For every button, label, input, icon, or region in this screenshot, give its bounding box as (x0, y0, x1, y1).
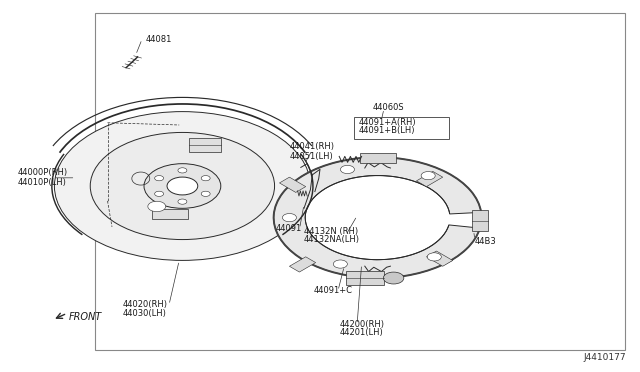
Bar (426, 251, 452, 266)
Circle shape (201, 191, 210, 196)
Circle shape (383, 272, 404, 284)
Circle shape (178, 168, 187, 173)
Circle shape (155, 176, 164, 181)
Bar (152, 209, 188, 219)
Circle shape (167, 177, 198, 195)
Text: FRONT: FRONT (69, 312, 102, 322)
Text: 44020(RH): 44020(RH) (123, 300, 168, 309)
Text: 44B3: 44B3 (475, 237, 497, 246)
Bar (417, 171, 443, 187)
Text: 44132N (RH): 44132N (RH) (304, 227, 358, 236)
Text: 44030(LH): 44030(LH) (123, 309, 167, 318)
Text: 44010P(LH): 44010P(LH) (18, 178, 67, 187)
Text: 44091: 44091 (275, 224, 301, 233)
Bar (189, 138, 221, 152)
Circle shape (178, 199, 187, 204)
Bar (360, 153, 396, 164)
Bar (354, 117, 449, 139)
Circle shape (282, 214, 296, 222)
Bar (280, 177, 306, 192)
Circle shape (340, 166, 355, 174)
Text: 44081: 44081 (146, 35, 172, 44)
Text: 44051(LH): 44051(LH) (289, 152, 333, 161)
Bar (95, 13, 625, 350)
Circle shape (155, 191, 164, 196)
Polygon shape (274, 157, 481, 278)
Text: 44201(LH): 44201(LH) (339, 328, 383, 337)
Circle shape (144, 164, 221, 208)
Circle shape (428, 253, 442, 261)
Circle shape (148, 201, 166, 212)
Text: 44041(RH): 44041(RH) (289, 142, 334, 151)
Text: J4410177: J4410177 (583, 353, 626, 362)
Circle shape (90, 132, 275, 240)
Bar (346, 271, 384, 285)
Text: 44091+B(LH): 44091+B(LH) (358, 126, 415, 135)
Text: 44132NA(LH): 44132NA(LH) (304, 235, 360, 244)
Circle shape (201, 176, 210, 181)
Text: 44091+A(RH): 44091+A(RH) (358, 118, 416, 127)
Circle shape (421, 171, 435, 180)
Circle shape (333, 260, 348, 268)
Bar (289, 257, 316, 272)
Circle shape (54, 112, 310, 260)
Text: 44000P(RH): 44000P(RH) (18, 169, 68, 177)
Text: 44060S: 44060S (372, 103, 404, 112)
Text: 44091+C: 44091+C (314, 286, 353, 295)
Text: 44200(RH): 44200(RH) (339, 320, 384, 329)
Bar (472, 210, 488, 231)
